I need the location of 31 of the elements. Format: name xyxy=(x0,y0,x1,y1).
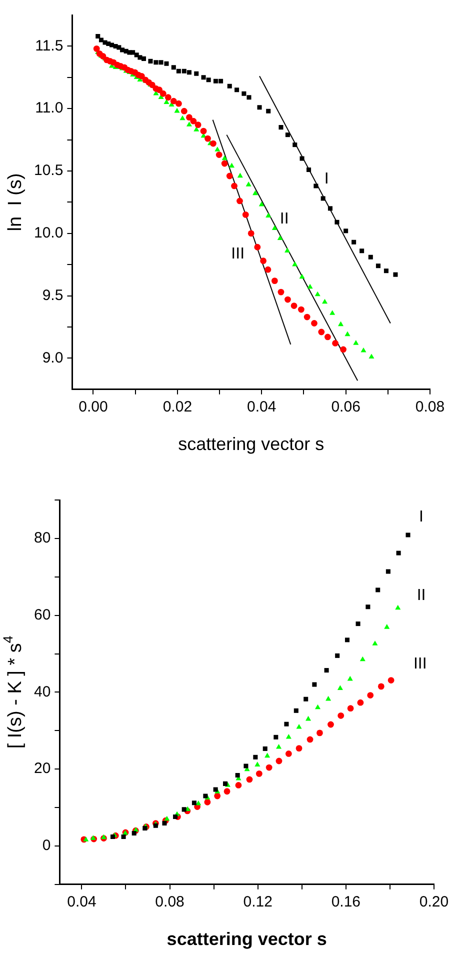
x-tick-label: 0.04 xyxy=(247,398,276,416)
annotation: I xyxy=(419,508,424,526)
y-tick-label: 10.5 xyxy=(34,162,64,180)
y-tick-label: 10.0 xyxy=(34,224,64,242)
y-axis-title: ln I (s) xyxy=(5,173,26,232)
x-tick-label: 0.16 xyxy=(331,894,361,911)
x-tick-label: 0.06 xyxy=(331,398,360,416)
x-axis-title: scattering vector s xyxy=(178,434,324,454)
x-tick-label: 0.08 xyxy=(155,894,184,911)
x-tick-label: 0.08 xyxy=(415,398,445,416)
x-axis-title: scattering vector s xyxy=(166,929,327,950)
x-tick-label: 0.00 xyxy=(78,398,108,416)
y-tick-label: 0 xyxy=(42,837,51,854)
y-tick-label: 11.0 xyxy=(35,100,64,117)
annotation: I xyxy=(324,170,329,188)
x-tick-label: 0.02 xyxy=(162,398,192,416)
y-tick-label: 9.0 xyxy=(42,349,64,366)
x-tick-label: 0.12 xyxy=(243,894,272,911)
y-tick-label: 80 xyxy=(34,530,51,547)
x-tick-label: 0.04 xyxy=(67,894,96,911)
annotation: II xyxy=(416,587,426,604)
annotation: III xyxy=(413,656,427,673)
y-tick-label: 11.5 xyxy=(35,37,64,54)
y-tick-label: 60 xyxy=(34,606,51,624)
x-tick-label: 0.20 xyxy=(419,894,449,911)
annotation: II xyxy=(280,210,289,228)
y-tick-label: 20 xyxy=(34,760,51,778)
y-tick-label: 40 xyxy=(34,683,51,700)
y-axis-title: [ I(s) - K ] * s4 xyxy=(0,636,26,749)
y-tick-label: 9.5 xyxy=(42,286,64,304)
annotation: III xyxy=(231,246,245,263)
